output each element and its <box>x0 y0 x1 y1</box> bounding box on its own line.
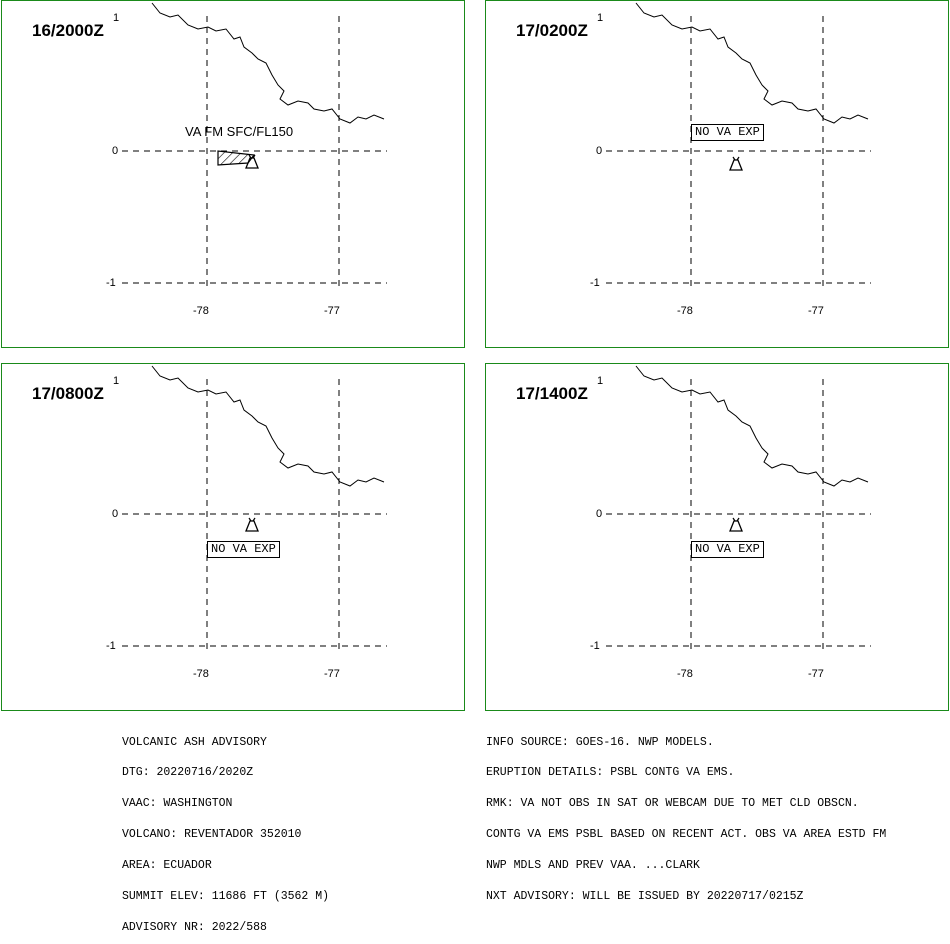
panel-time-label: 17/1400Z <box>516 384 588 403</box>
advisory-line: INFO SOURCE: GOES-16. NWP MODELS. <box>486 735 714 749</box>
volcano-plume-icon <box>732 156 740 161</box>
lat-tick-label: 1 <box>113 12 119 24</box>
volcano-icon <box>729 520 743 532</box>
lat-tick-label: 1 <box>113 375 119 387</box>
lat-tick-label: 0 <box>112 508 118 520</box>
advisory-line: NXT ADVISORY: WILL BE ISSUED BY 20220717… <box>486 890 804 904</box>
panel-time-label: 17/0200Z <box>516 21 588 40</box>
lon-tick-label: -78 <box>677 305 693 317</box>
volcano-icon <box>245 157 259 169</box>
volcano-plume-icon <box>248 517 256 522</box>
lon-tick-label: -77 <box>808 668 824 680</box>
coastline <box>151 365 385 487</box>
lat-tick-label: 1 <box>597 375 603 387</box>
advisory-line: CONTG VA EMS PSBL BASED ON RECENT ACT. O… <box>486 828 887 842</box>
coastline <box>635 365 869 487</box>
advisory-line: ERUPTION DETAILS: PSBL CONTG VA EMS. <box>486 766 735 780</box>
lat-tick-label: 0 <box>112 145 118 157</box>
volcano-icon <box>245 520 259 532</box>
panel-time-label: 16/2000Z <box>32 21 104 40</box>
advisory-line: VAAC: WASHINGTON <box>122 797 233 811</box>
advisory-line: DTG: 20220716/2020Z <box>122 766 254 780</box>
volcano-plume-icon <box>248 154 256 159</box>
lon-tick-label: -77 <box>324 668 340 680</box>
volcano-icon <box>729 159 743 171</box>
lat-tick-label: 0 <box>596 508 602 520</box>
map-graphic-3: 1 0 -1 -78 -77 <box>106 365 387 680</box>
map-graphic-1: 1 0 -1 -78 -77 <box>106 2 387 317</box>
advisory-line: VOLCANO: REVENTADOR 352010 <box>122 828 302 842</box>
forecast-panel-1: 1 0 -1 -78 -77 16/2000Z VA FM SFC/FL150 <box>1 0 465 348</box>
advisory-line: AREA: ECUADOR <box>122 859 212 873</box>
va-layer-label: VA FM SFC/FL150 <box>185 124 294 139</box>
no-va-expected-box: NO VA EXP <box>691 124 764 141</box>
advisory-text-right: INFO SOURCE: GOES-16. NWP MODELS. ERUPTI… <box>486 717 886 913</box>
lon-tick-label: -77 <box>808 305 824 317</box>
map-graphic-2: 1 0 -1 -78 -77 <box>590 2 871 317</box>
lon-tick-label: -78 <box>677 668 693 680</box>
lon-tick-label: -78 <box>193 668 209 680</box>
forecast-panel-4: 1 0 -1 -78 -77 17/1400Z NO VA EXP <box>485 363 949 711</box>
lat-tick-label: 1 <box>597 12 603 24</box>
lat-tick-label: -1 <box>106 640 116 652</box>
advisory-line: SUMMIT ELEV: 11686 FT (3562 M) <box>122 890 330 904</box>
lat-tick-label: -1 <box>590 277 600 289</box>
advisory-line: NWP MDLS AND PREV VAA. ...CLARK <box>486 859 700 873</box>
advisory-line: RMK: VA NOT OBS IN SAT OR WEBCAM DUE TO … <box>486 797 859 811</box>
no-va-expected-box: NO VA EXP <box>207 541 280 558</box>
panel-time-label: 17/0800Z <box>32 384 104 403</box>
coastline <box>635 2 869 124</box>
forecast-panel-3: 1 0 -1 -78 -77 17/0800Z NO VA EXP <box>1 363 465 711</box>
lat-tick-label: -1 <box>590 640 600 652</box>
forecast-panel-2: 1 0 -1 -78 -77 17/0200Z NO VA EXP <box>485 0 949 348</box>
lon-tick-label: -78 <box>193 305 209 317</box>
lat-tick-label: 0 <box>596 145 602 157</box>
advisory-text-left: VOLCANIC ASH ADVISORY DTG: 20220716/2020… <box>122 717 329 944</box>
map-graphic-4: 1 0 -1 -78 -77 <box>590 365 871 680</box>
lat-tick-label: -1 <box>106 277 116 289</box>
no-va-expected-box: NO VA EXP <box>691 541 764 558</box>
coastline <box>151 2 385 124</box>
advisory-line: VOLCANIC ASH ADVISORY <box>122 735 267 749</box>
volcano-plume-icon <box>732 517 740 522</box>
advisory-line: ADVISORY NR: 2022/588 <box>122 920 267 934</box>
lon-tick-label: -77 <box>324 305 340 317</box>
